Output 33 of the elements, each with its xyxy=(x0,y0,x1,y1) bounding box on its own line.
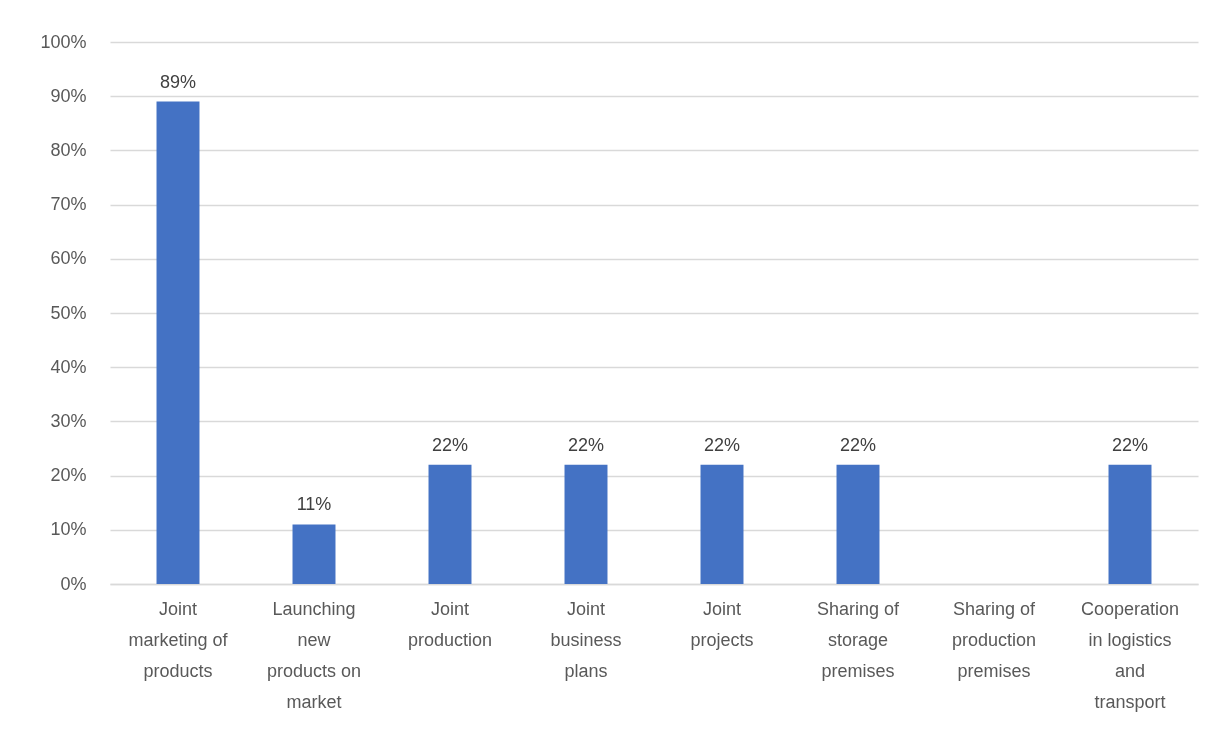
bar xyxy=(1108,464,1152,584)
bar xyxy=(292,524,336,584)
bar xyxy=(700,464,744,584)
data-label: 22% xyxy=(567,434,605,455)
bar xyxy=(156,101,200,584)
x-tick-label: Joint business plans xyxy=(550,598,622,681)
y-tick-label: 50% xyxy=(50,302,87,323)
y-tick-label: 40% xyxy=(50,356,87,377)
data-label: 22% xyxy=(1111,434,1149,455)
y-tick-label: 70% xyxy=(50,194,87,215)
x-tick-label: Launching new products on market xyxy=(266,598,362,712)
y-tick-label: 100% xyxy=(40,31,87,52)
y-tick-label: 80% xyxy=(50,139,87,160)
bar xyxy=(836,464,880,584)
bar xyxy=(428,464,472,584)
data-label: 89% xyxy=(159,71,197,92)
data-label: 22% xyxy=(431,434,469,455)
y-tick-label: 10% xyxy=(50,519,87,540)
x-tick-label: Sharing of production premises xyxy=(951,598,1037,681)
x-tick-label: Sharing of storage premises xyxy=(816,598,901,681)
y-tick-label: 20% xyxy=(50,465,87,486)
x-tick-label: Joint projects xyxy=(690,598,754,650)
data-label: 11% xyxy=(296,494,332,515)
data-label: 22% xyxy=(839,434,877,455)
data-label: 22% xyxy=(703,434,741,455)
x-tick-label: Cooperation in logistics and transport xyxy=(1080,598,1180,712)
x-tick-label: Joint production xyxy=(407,598,493,650)
y-tick-label: 60% xyxy=(50,248,87,269)
y-tick-label: 30% xyxy=(50,410,87,431)
x-tick-label: Joint marketing of products xyxy=(128,598,229,681)
bar xyxy=(564,464,608,584)
y-tick-label: 0% xyxy=(60,573,87,594)
y-tick-label: 90% xyxy=(50,85,87,106)
